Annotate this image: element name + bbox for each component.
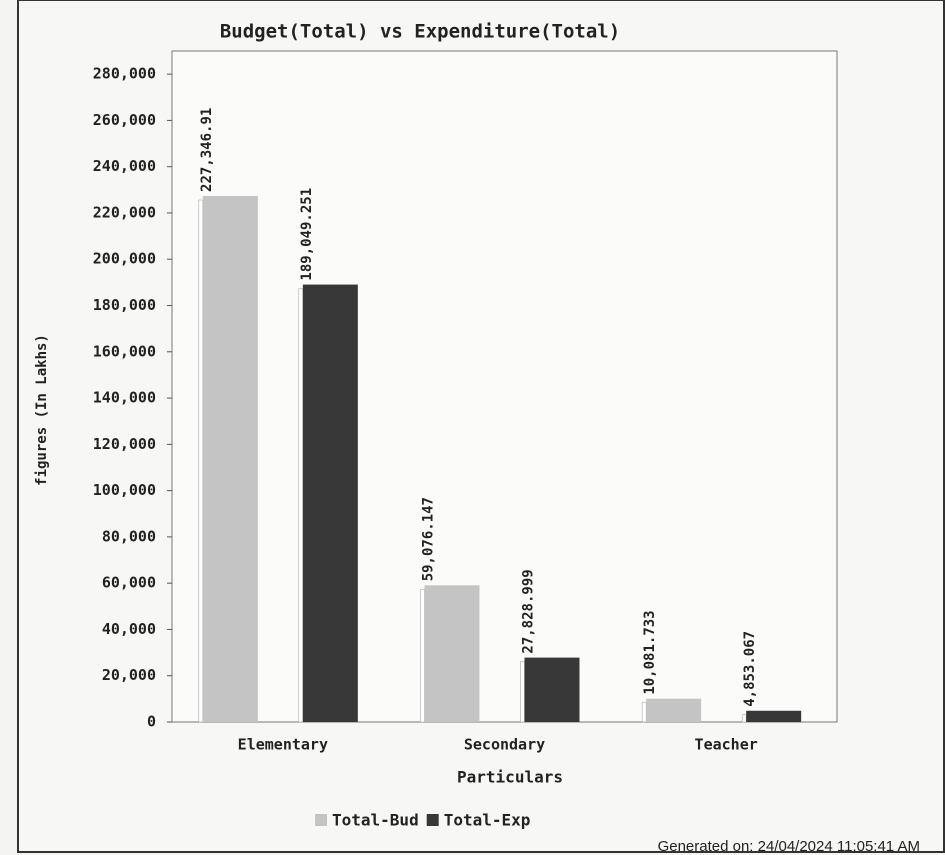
legend-swatch [315,814,327,826]
bar [524,657,580,722]
y-tick-label: 240,000 [93,157,156,175]
x-tick-label: Elementary [238,736,328,754]
y-tick-label: 180,000 [93,296,156,314]
legend-label: Total-Bud [332,811,419,830]
footer: Generated on: 24/04/2024 11:05:41 AM [658,838,920,855]
y-tick-label: 200,000 [93,250,156,268]
y-tick-label: 100,000 [93,481,156,499]
bar-side [420,589,425,723]
bar-side [641,702,647,723]
y-tick-label: 40,000 [102,620,156,638]
bar-side [198,199,204,723]
bar [646,698,702,722]
y-tick-label: 80,000 [102,527,156,545]
y-tick-label: 0 [147,713,156,731]
x-tick-label: Secondary [464,736,545,754]
y-tick-label: 280,000 [93,65,156,83]
y-tick-label: 260,000 [93,111,156,129]
bar-side [298,288,304,723]
data-label: 10,081.733 [642,610,658,694]
y-tick-label: 220,000 [93,203,156,221]
bar [746,710,802,722]
bar-side [741,714,747,723]
bar-side [520,661,525,723]
x-tick-label: Teacher [695,736,758,754]
bar [302,284,358,722]
y-axis-title: figures (In Lakhs) [34,334,50,486]
bar [202,195,258,722]
legend-swatch [426,814,439,826]
data-label: 227,346.91 [199,108,215,192]
chart-title: Budget(Total) vs Expenditure(Total) [220,21,620,43]
y-tick-label: 20,000 [102,666,156,684]
plot-area [171,50,838,723]
y-tick-label: 160,000 [93,342,156,360]
y-tick-label: 60,000 [102,574,156,592]
y-tick-label: 120,000 [93,435,156,453]
data-label: 4,853.067 [742,631,758,707]
data-label: 59,076.147 [421,497,437,581]
legend-label: Total-Exp [444,811,531,830]
bar [424,585,480,722]
y-tick-label: 140,000 [93,389,156,407]
data-label: 27,828.999 [521,569,537,653]
data-label: 189,049.251 [299,188,315,281]
x-axis-title: Particulars [457,768,563,787]
